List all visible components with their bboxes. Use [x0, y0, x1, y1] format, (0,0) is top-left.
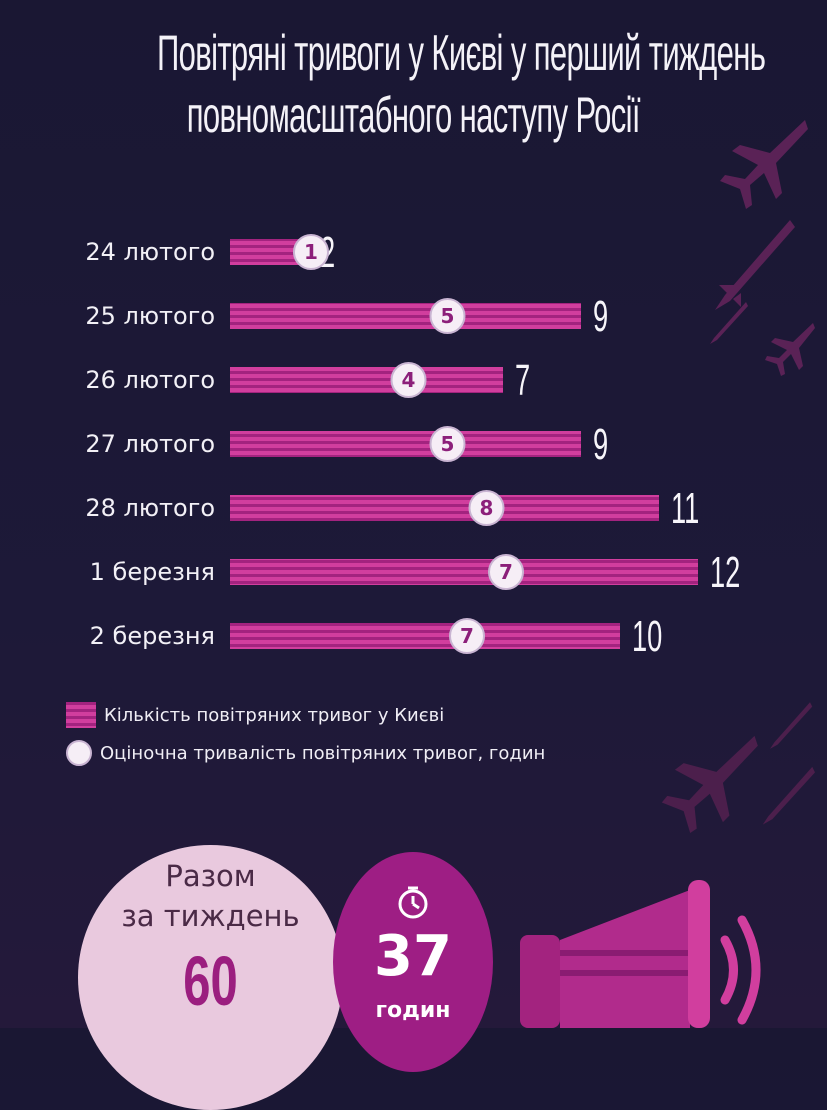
duration-dot	[468, 490, 505, 526]
duration-value-label: 5	[441, 304, 455, 328]
total-hours-circle: 37 годин	[333, 852, 493, 1072]
category-label: 28 лютого	[85, 494, 215, 522]
category-label: 25 лютого	[85, 302, 215, 330]
bar-alert-count	[230, 495, 659, 521]
duration-value-label: 7	[460, 624, 474, 648]
fighter-jet-icon	[720, 120, 808, 209]
megaphone-icon	[520, 880, 761, 1028]
duration-dot	[293, 234, 329, 270]
total-label-line2: за тиждень	[121, 899, 300, 933]
duration-dot	[390, 362, 427, 398]
total-hours-value: 37	[374, 924, 452, 989]
duration-dot	[429, 298, 466, 334]
missile-icon	[762, 766, 815, 825]
legend-item-count: Кількість повітряних тривог у Києві	[66, 702, 444, 728]
category-label: 27 лютого	[85, 430, 215, 458]
duration-dot	[449, 618, 485, 654]
duration-value-label: 1	[304, 240, 318, 264]
fighter-jet-icon	[765, 323, 815, 376]
bar-value-label: 12	[710, 547, 740, 596]
duration-value-label: 7	[499, 560, 513, 584]
bar-value-label: 7	[515, 355, 530, 404]
bar-alert-count	[230, 367, 503, 393]
category-label: 2 березня	[90, 622, 215, 650]
total-alerts-value: 60	[183, 942, 238, 1020]
duration-dot	[429, 426, 466, 462]
total-hours-unit: годин	[375, 998, 451, 1023]
bar-value-label: 11	[671, 483, 699, 532]
category-label: 26 лютого	[85, 366, 215, 394]
missile-icon	[715, 220, 795, 310]
total-label-line1: Разом	[165, 859, 256, 893]
category-label: 24 лютого	[85, 238, 215, 266]
total-alerts-circle: Разом за тиждень 60	[78, 845, 343, 1110]
duration-value-label: 5	[441, 432, 455, 456]
bar-alert-count	[230, 623, 620, 649]
bar-value-label: 9	[593, 419, 608, 468]
bar-alert-count	[230, 559, 698, 585]
legend-dot-swatch	[66, 740, 92, 766]
legend-bar-label: Кількість повітряних тривог у Києві	[104, 704, 445, 726]
duration-value-label: 8	[480, 496, 494, 520]
chart-title: Повітряні тривоги у Києві у перший тижде…	[156, 22, 766, 146]
chart-title-line2: повномасштабного наступу Росії	[186, 87, 641, 143]
chart-title-line1: Повітряні тривоги у Києві у перший тижде…	[156, 25, 766, 81]
bar-value-label: 10	[632, 611, 662, 660]
legend-bar-swatch	[66, 702, 96, 728]
clock-icon	[398, 886, 428, 919]
legend-dot-label: Оціночна тривалість повітряних тривог, г…	[100, 742, 546, 764]
fighter-jet-icon	[661, 735, 758, 833]
legend-item-duration: Оціночна тривалість повітряних тривог, г…	[66, 740, 545, 766]
duration-dot	[488, 554, 524, 590]
duration-value-label: 4	[402, 368, 416, 392]
bar-alert-count	[230, 431, 581, 457]
bar-alert-count	[230, 303, 581, 329]
missile-icon	[770, 702, 813, 749]
bar-value-label: 9	[593, 291, 608, 340]
missile-icon	[710, 302, 748, 344]
category-label: 1 березня	[90, 558, 215, 586]
